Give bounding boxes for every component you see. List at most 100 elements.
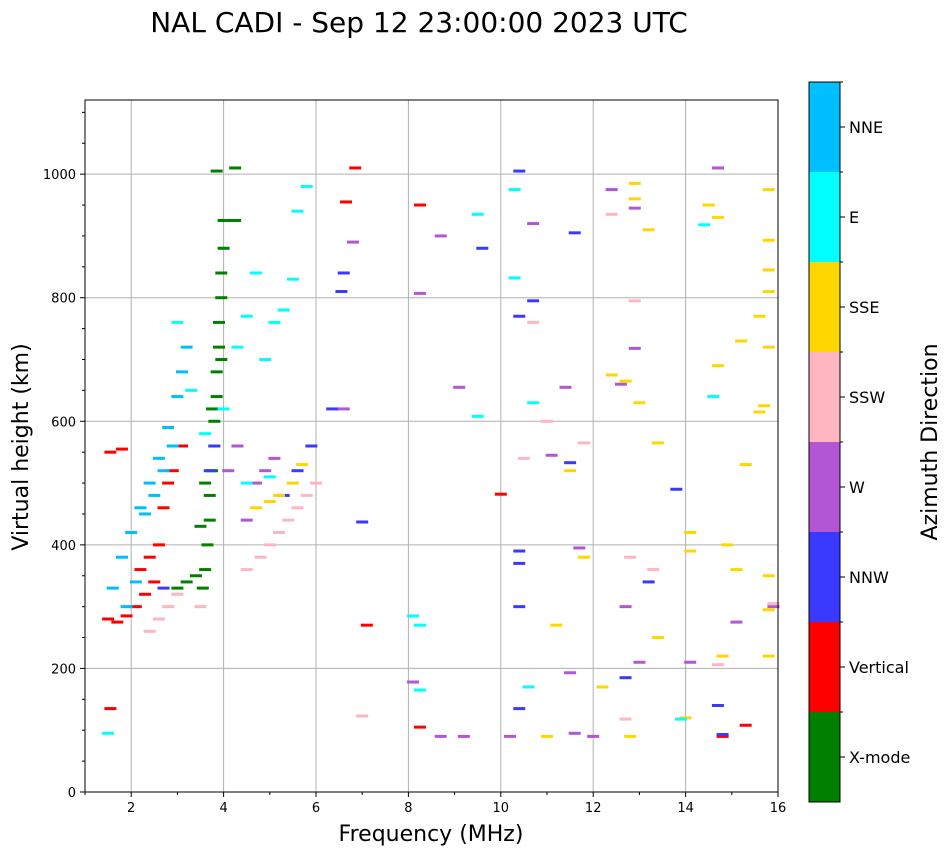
y-tick-label: 600 — [51, 415, 76, 430]
data-point — [203, 518, 216, 522]
data-point — [263, 500, 276, 504]
data-point — [457, 734, 470, 738]
data-point — [231, 345, 244, 349]
data-point — [231, 444, 244, 448]
data-point — [651, 636, 664, 640]
data-point — [277, 308, 290, 312]
data-point — [628, 206, 641, 210]
data-point — [134, 568, 147, 572]
x-tick-label: 6 — [312, 801, 320, 816]
colorbar-segment — [809, 262, 840, 352]
x-tick-label: 16 — [770, 801, 787, 816]
data-point — [711, 663, 724, 667]
data-point — [162, 425, 175, 429]
data-point — [139, 592, 152, 596]
data-point — [513, 169, 526, 173]
data-point — [157, 506, 170, 510]
data-point — [229, 166, 242, 170]
data-point — [356, 520, 369, 524]
data-point — [259, 358, 272, 361]
data-point — [707, 395, 720, 399]
data-point — [624, 734, 637, 738]
data-point — [698, 223, 711, 227]
data-point — [674, 717, 687, 721]
data-point — [286, 481, 299, 485]
azimuth-colorbar: X-mode Vertical NNW W SSW SSE E NNE — [808, 81, 910, 803]
data-point — [215, 358, 228, 361]
x-tick-label: 12 — [585, 801, 602, 816]
data-point — [577, 441, 590, 445]
data-point — [577, 555, 590, 559]
data-point — [471, 212, 484, 216]
data-point — [628, 197, 641, 201]
data-point — [762, 188, 775, 192]
data-point — [335, 290, 348, 294]
data-point — [605, 212, 618, 216]
data-point — [508, 188, 521, 192]
data-point — [203, 469, 216, 473]
data-point — [513, 561, 526, 565]
data-point — [753, 314, 766, 318]
data-point — [203, 493, 216, 497]
data-point — [684, 549, 697, 553]
data-point — [273, 531, 286, 534]
data-point — [259, 469, 272, 473]
data-point — [730, 568, 743, 572]
data-point — [199, 432, 212, 436]
x-tick-label: 8 — [404, 801, 412, 816]
colorbar-title: Azimuth Direction — [918, 343, 943, 540]
data-point — [504, 734, 517, 738]
data-point — [762, 608, 775, 612]
data-point — [180, 345, 193, 349]
data-point — [596, 685, 609, 689]
data-point — [206, 407, 219, 411]
data-point — [628, 181, 641, 185]
data-point — [559, 385, 572, 389]
colorbar-label: SSW — [849, 388, 885, 407]
data-point — [229, 218, 242, 222]
data-point — [215, 296, 228, 300]
data-point — [215, 271, 228, 275]
data-point — [642, 228, 655, 232]
data-point — [642, 580, 655, 584]
y-axis-ticks: 0 200 400 600 800 1000 — [43, 111, 85, 801]
data-point — [684, 531, 697, 534]
data-point — [210, 169, 223, 173]
data-point — [619, 676, 632, 680]
data-point — [735, 339, 748, 343]
colorbar-segment — [809, 442, 840, 532]
data-point — [684, 660, 697, 664]
x-tick-label: 2 — [127, 801, 135, 816]
data-point — [762, 345, 775, 349]
data-point — [240, 314, 253, 318]
data-point — [762, 574, 775, 578]
data-point — [541, 419, 553, 423]
colorbar-segment — [809, 712, 840, 802]
data-point — [711, 166, 724, 170]
data-point — [296, 463, 309, 467]
x-tick-label: 10 — [493, 801, 510, 816]
plot-frame — [84, 99, 779, 793]
data-point — [291, 506, 304, 510]
data-point — [407, 614, 420, 618]
data-point — [263, 543, 276, 547]
data-point — [628, 299, 641, 303]
data-point — [651, 441, 664, 445]
colorbar-segment — [809, 532, 840, 622]
data-point — [513, 549, 526, 553]
data-point — [716, 654, 729, 658]
data-point — [716, 733, 729, 737]
data-point — [762, 290, 775, 294]
x-axis-label: Frequency (MHz) — [339, 822, 524, 847]
colorbar-segment — [809, 172, 840, 262]
data-point — [340, 200, 353, 204]
data-point — [564, 469, 577, 473]
data-point — [254, 555, 267, 559]
x-axis-ticks: 2 4 6 8 10 12 14 16 — [84, 792, 787, 816]
data-point — [337, 271, 350, 275]
data-point — [171, 592, 184, 596]
data-point — [619, 717, 632, 721]
data-point — [143, 555, 156, 559]
data-point — [102, 731, 115, 735]
data-point — [194, 524, 207, 528]
